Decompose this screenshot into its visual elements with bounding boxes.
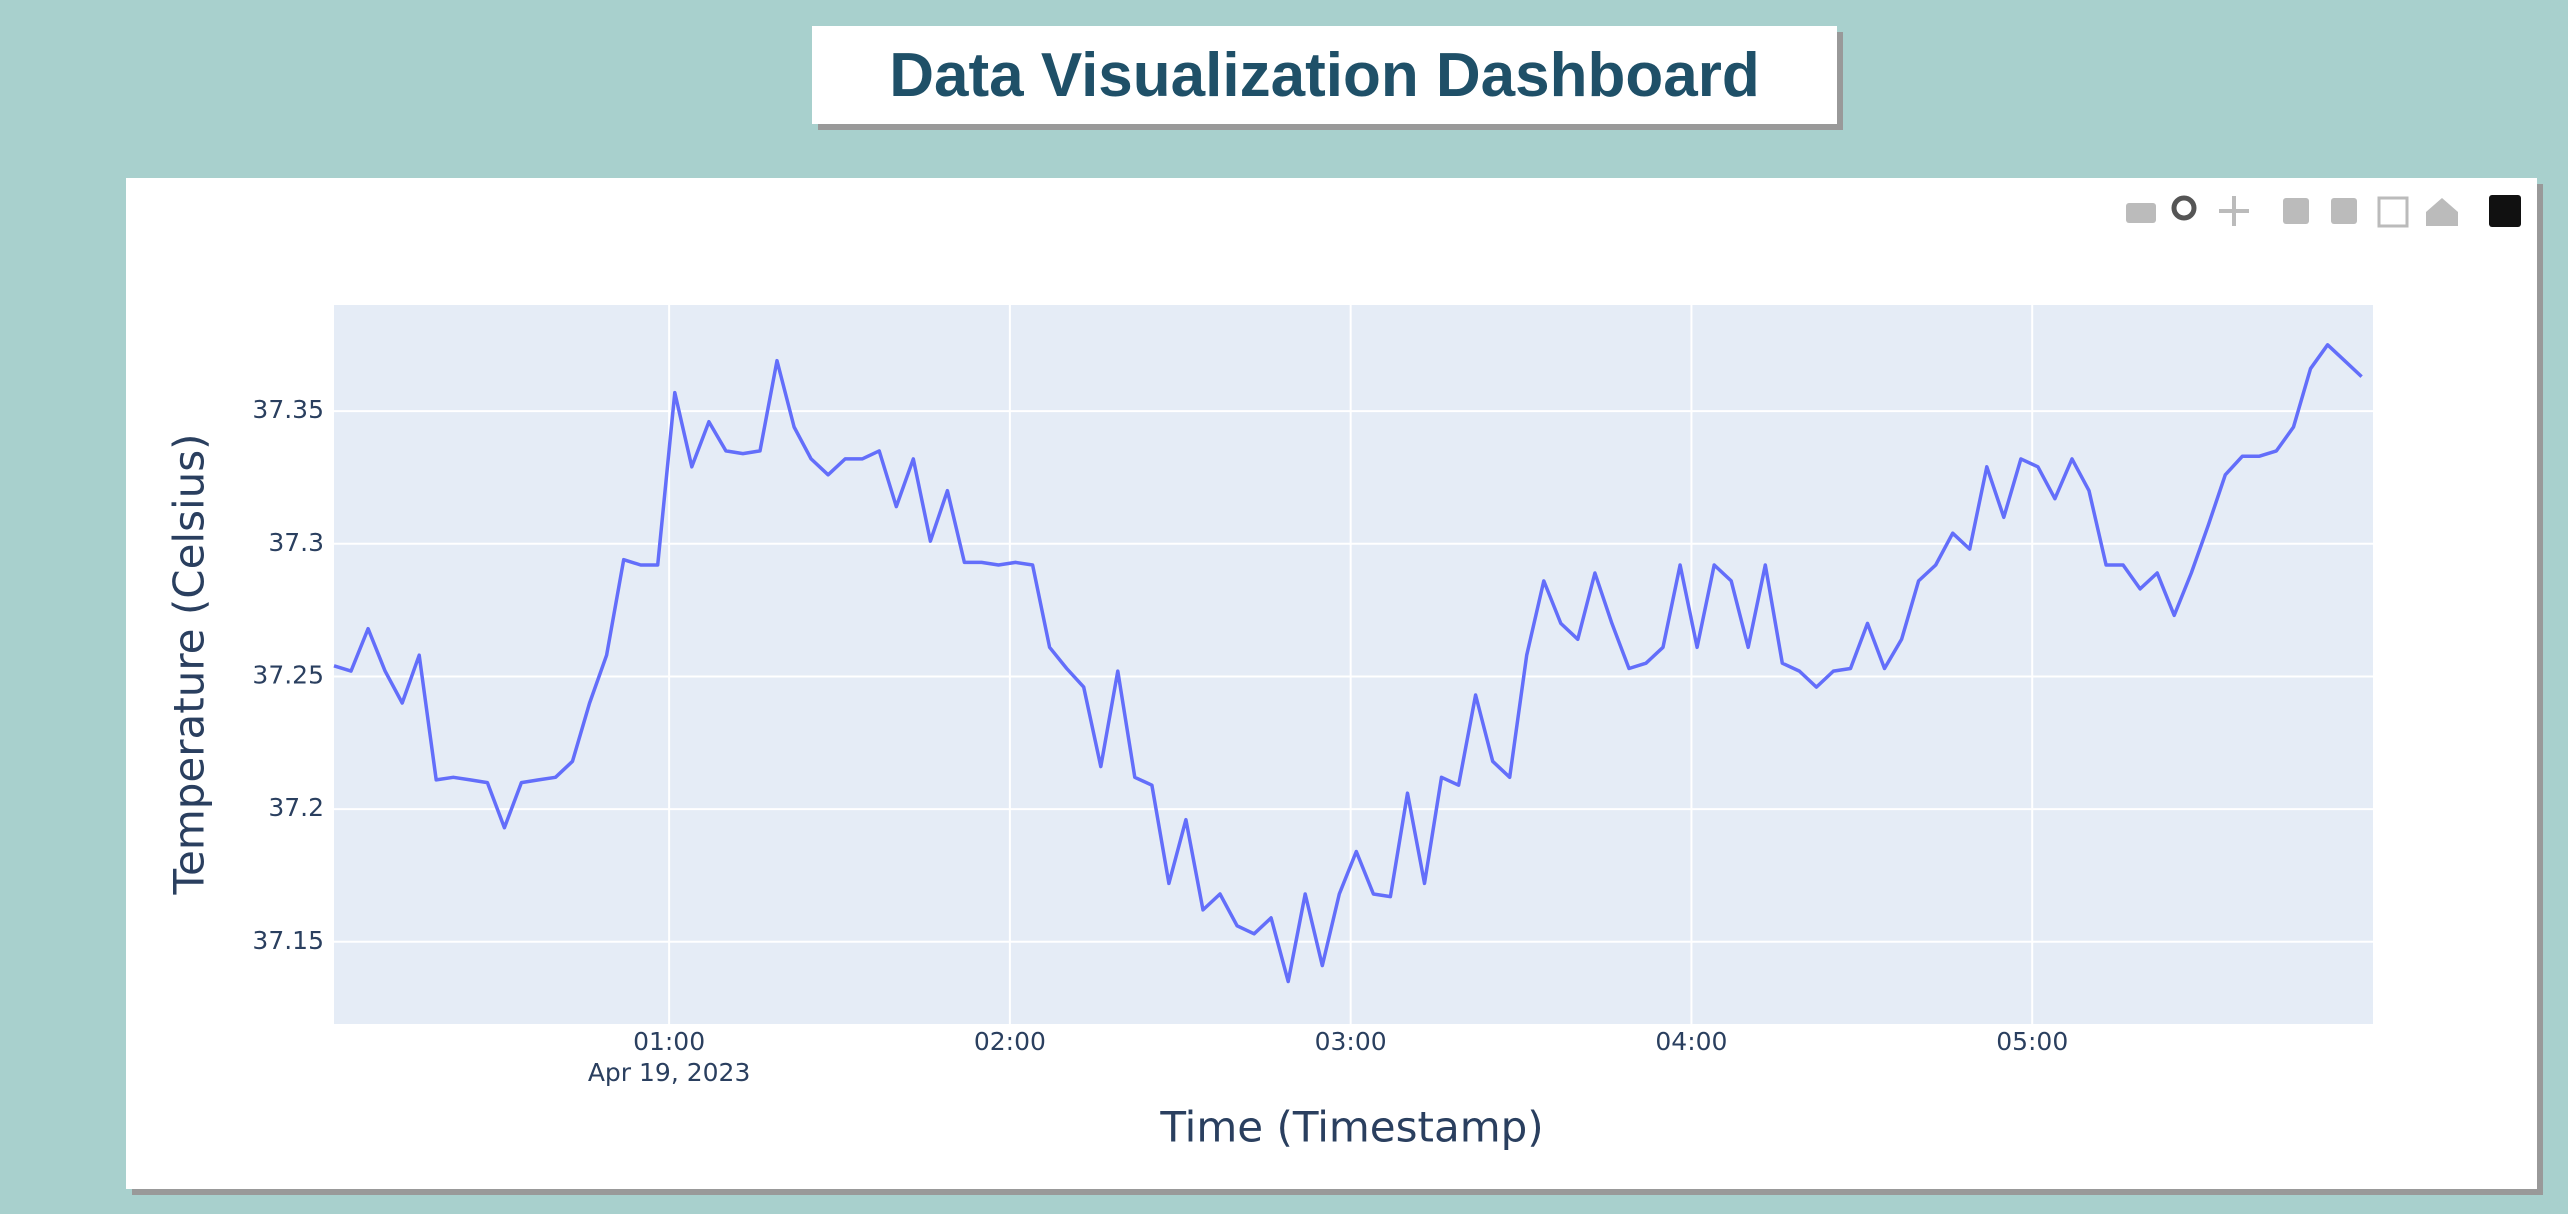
zoom-in-icon[interactable]: [2283, 198, 2309, 224]
autoscale-icon[interactable]: [2377, 196, 2409, 228]
data-line: [333, 343, 2363, 984]
logo-icon[interactable]: [2489, 195, 2521, 227]
y-tick-label: 37.15: [252, 926, 324, 955]
plot-area: [334, 305, 2373, 1024]
dashboard-title: Data Visualization Dashboard: [812, 26, 1837, 124]
y-tick-label: 37.35: [252, 395, 324, 424]
y-tick-label: 37.2: [268, 793, 324, 822]
x-tick-label: 04:00: [1655, 1027, 1727, 1056]
modebar[interactable]: [2126, 195, 2521, 228]
zoom-icon[interactable]: [2171, 195, 2197, 221]
y-tick-label: 37.3: [268, 528, 324, 557]
x-tick-label: 01:00: [633, 1027, 705, 1056]
reset-icon[interactable]: [2426, 198, 2458, 226]
x-date-label: Apr 19, 2023: [588, 1058, 751, 1087]
x-tick-label: 02:00: [974, 1027, 1046, 1056]
chart-card: 37.15 37.2 37.25 37.3 37.35 01:00 Apr 19, 2023…: [126, 178, 2537, 1189]
x-tick-label: 05:00: [1996, 1027, 2068, 1056]
zoom-out-icon[interactable]: [2331, 198, 2357, 224]
y-axis-title: Temperature (Celsius): [165, 433, 214, 895]
y-tick-label: 37.25: [252, 660, 324, 689]
x-axis-title: Time (Timestamp): [1159, 1103, 1543, 1152]
camera-icon[interactable]: [2126, 203, 2156, 223]
x-tick-label: 03:00: [1315, 1027, 1387, 1056]
pan-icon[interactable]: [2219, 196, 2249, 226]
